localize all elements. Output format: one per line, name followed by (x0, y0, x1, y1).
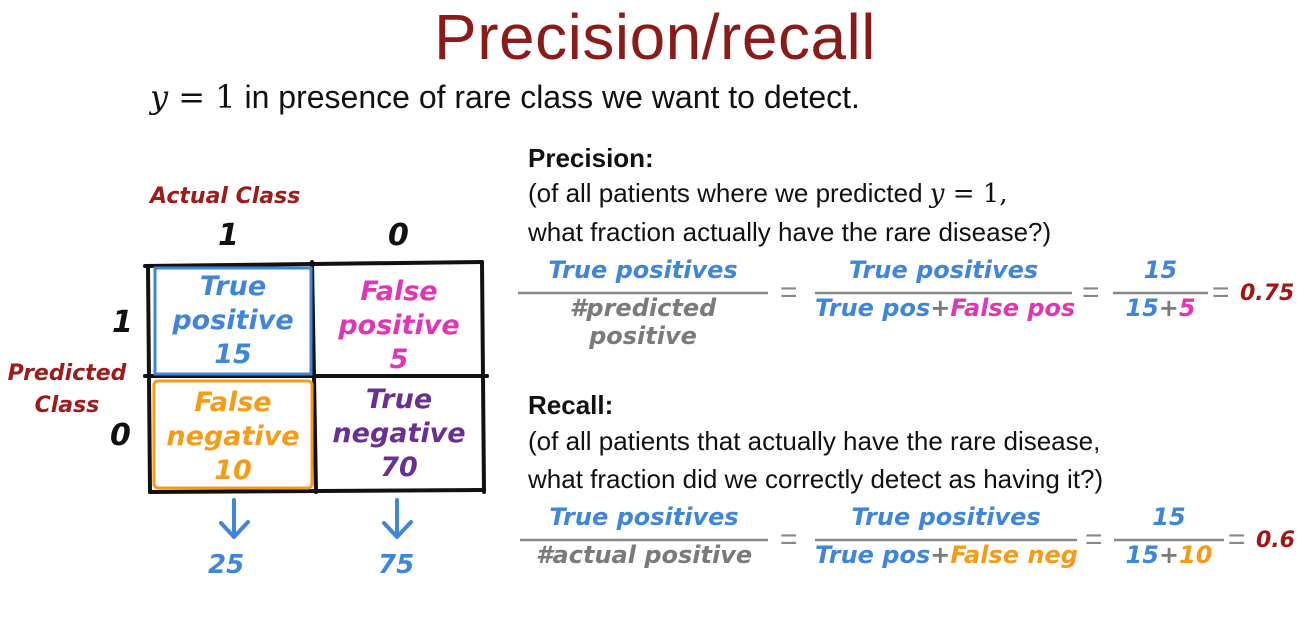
recall-heading: Recall: (528, 390, 614, 420)
precision-frac2: True positives True pos+False pos (815, 256, 1076, 322)
recall-result: 0.6 (1256, 528, 1295, 553)
cell-false-positive: False positive 5 (338, 276, 460, 375)
row-label-1: 1 (112, 305, 133, 340)
precision-frac3: 15 15+5 (1125, 256, 1196, 322)
row-label-0: 0 (110, 418, 131, 453)
precision-heading: Precision: (528, 143, 654, 173)
recall-description: (of all patients that actually have the … (528, 426, 1104, 494)
page-title: Precision/recall (434, 1, 876, 73)
recall-frac1: True positives #actual positive (535, 503, 753, 569)
col-total-1: 25 (208, 550, 245, 580)
col-total-0: 75 (378, 550, 415, 580)
down-arrow-icon (382, 498, 413, 539)
cell-true-positive: True positive 15 (172, 271, 294, 370)
col-label-0: 0 (388, 218, 409, 253)
actual-class-label: Actual Class (150, 184, 301, 209)
precision-eq-3: = (1212, 276, 1230, 309)
recall-frac3: 15 15+10 (1125, 503, 1213, 569)
down-arrow-icon (219, 498, 250, 539)
precision-frac1: True positives #predicted positive (548, 256, 738, 350)
recall-eq-2: = (1085, 523, 1103, 556)
recall-eq-1: = (780, 523, 798, 556)
cell-false-negative: False negative 10 (166, 387, 300, 486)
precision-result: 0.75 (1240, 281, 1295, 306)
precision-description: (of all patients where we predicted y = … (528, 178, 1052, 247)
tp-highlight-box (153, 266, 313, 376)
col-label-1: 1 (218, 218, 239, 253)
recall-frac2: True positives True pos+False neg (815, 503, 1078, 569)
precision-eq-2: = (1082, 276, 1100, 309)
recall-eq-3: = (1228, 523, 1246, 556)
matrix-left-line (146, 264, 152, 494)
subtitle: y = 1 in presence of rare class we want … (150, 78, 860, 116)
subtitle-text: in presence of rare class we want to det… (235, 79, 860, 115)
precision-eq-1: = (780, 276, 798, 309)
predicted-class-label: Predicted Class (7, 361, 127, 418)
cell-true-negative: True negative 70 (332, 384, 466, 483)
fn-highlight-box (152, 379, 314, 490)
subtitle-math: y = 1 (150, 78, 236, 116)
